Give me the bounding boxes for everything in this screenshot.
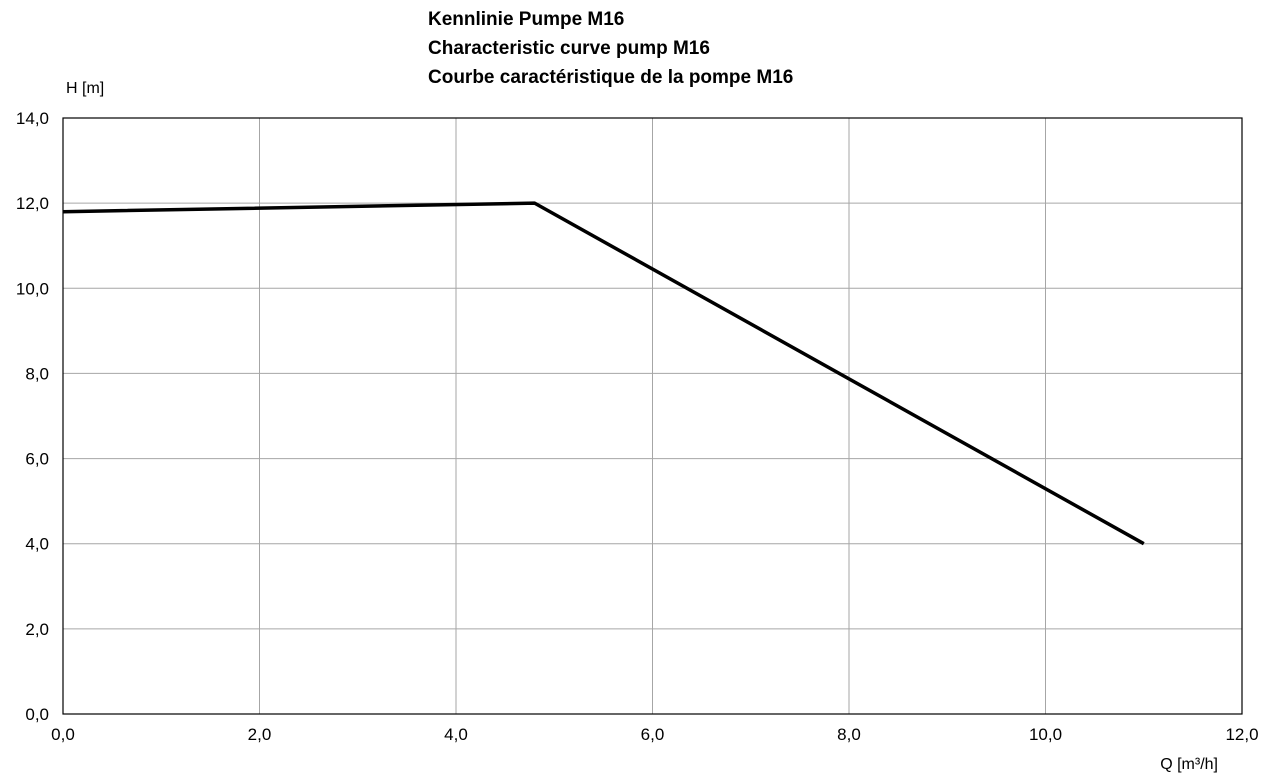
x-tick-label: 2,0 [248, 725, 272, 744]
y-tick-label: 8,0 [25, 364, 49, 383]
plot-frame [62, 117, 1243, 715]
chart-title-line-en: Characteristic curve pump M16 [428, 38, 710, 59]
grid [63, 118, 1242, 714]
pump-curve-line [62, 201, 1145, 546]
x-tick-label: 12,0 [1225, 725, 1258, 744]
y-tick-label: 14,0 [16, 109, 49, 128]
x-tick-label: 4,0 [444, 725, 468, 744]
y-axis-label: H [m] [66, 80, 104, 97]
chart-title-line-de: Kennlinie Pumpe M16 [428, 9, 624, 30]
y-tick-label: 12,0 [16, 194, 49, 213]
y-tick-label: 6,0 [25, 450, 49, 469]
series-layer [62, 201, 1145, 546]
tick-labels: 0,0 2,0 4,0 6,0 8,0 10,0 12,0 0,0 2,0 4,0 6,0 8,0 10… [16, 109, 1259, 744]
x-tick-label: 6,0 [641, 725, 665, 744]
x-axis-label: Q [m³/h] [1160, 756, 1218, 773]
y-tick-label: 2,0 [25, 620, 49, 639]
x-tick-label: 0,0 [51, 725, 75, 744]
y-tick-label: 10,0 [16, 279, 49, 298]
x-tick-label: 10,0 [1029, 725, 1062, 744]
x-tick-label: 8,0 [837, 725, 861, 744]
y-tick-label: 0,0 [25, 705, 49, 724]
chart-title-line-fr: Courbe caractéristique de la pompe M16 [428, 67, 793, 88]
y-tick-label: 4,0 [25, 535, 49, 554]
